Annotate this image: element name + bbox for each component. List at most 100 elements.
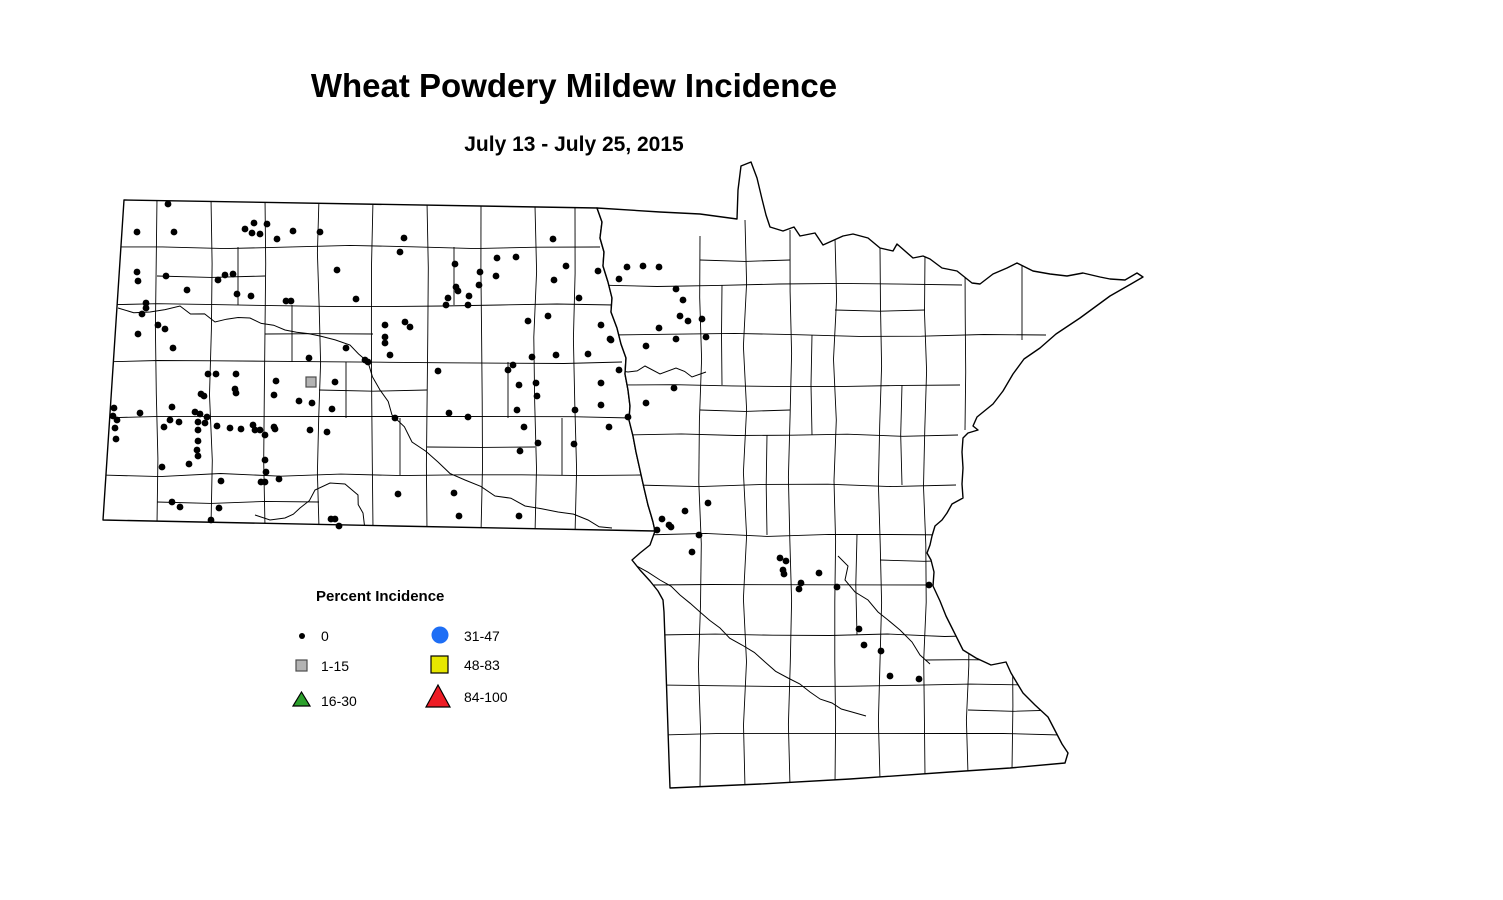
incidence-point-0 — [333, 266, 341, 274]
incidence-point-0 — [203, 413, 211, 421]
incidence-point-0 — [233, 290, 241, 298]
incidence-point-0 — [381, 339, 389, 347]
county-boundary — [617, 384, 961, 388]
incidence-point-0 — [256, 426, 264, 434]
incidence-point-0 — [676, 312, 684, 320]
county-boundary — [964, 255, 967, 431]
circle-icon — [431, 626, 449, 644]
county-boundary — [572, 207, 578, 531]
incidence-point-0 — [263, 220, 271, 228]
county-boundary — [609, 332, 1047, 337]
incidence-point-0 — [450, 489, 458, 497]
county-boundary — [651, 584, 1006, 586]
incidence-point-0 — [331, 515, 339, 523]
incidence-point-0 — [695, 531, 703, 539]
incidence-point-0 — [623, 263, 631, 271]
county-boundary — [660, 683, 1033, 688]
incidence-point-0 — [476, 268, 484, 276]
incidence-point-0 — [194, 452, 202, 460]
incidence-point-0 — [306, 426, 314, 434]
incidence-point-0 — [271, 425, 279, 433]
county-boundary — [721, 284, 723, 386]
incidence-point-0 — [509, 361, 517, 369]
incidence-point-0 — [455, 512, 463, 520]
incidence-point-0 — [272, 377, 280, 385]
incidence-point-0 — [915, 675, 923, 683]
incidence-point-0 — [342, 344, 350, 352]
incidence-point-0 — [795, 585, 803, 593]
incidence-point-0 — [605, 423, 613, 431]
incidence-point-0 — [549, 235, 557, 243]
incidence-point-0 — [170, 228, 178, 236]
incidence-point-0 — [639, 262, 647, 270]
incidence-point-0 — [183, 286, 191, 294]
incidence-point-0 — [451, 260, 459, 268]
incidence-point-0 — [331, 378, 339, 386]
incidence-point-0 — [401, 318, 409, 326]
incidence-point-0 — [194, 437, 202, 445]
incidence-point-0 — [134, 277, 142, 285]
incidence-point-0 — [316, 228, 324, 236]
incidence-point-0 — [665, 521, 673, 529]
county-boundary — [697, 235, 703, 788]
incidence-point-0 — [528, 353, 536, 361]
incidence-point-0 — [215, 504, 223, 512]
incidence-point-0 — [642, 399, 650, 407]
incidence-point-0 — [133, 228, 141, 236]
incidence-point-0 — [138, 310, 146, 318]
county-boundary — [533, 205, 538, 531]
incidence-point-0 — [282, 297, 290, 305]
square-icon — [295, 659, 308, 672]
incidence-point-0 — [658, 515, 666, 523]
incidence-point-0 — [213, 422, 221, 430]
county-boundary — [316, 200, 322, 529]
incidence-point-0 — [295, 397, 303, 405]
incidence-point-0 — [594, 267, 602, 275]
incidence-point-0 — [214, 276, 222, 284]
county-boundary — [923, 254, 928, 777]
legend-item-label: 16-30 — [321, 693, 357, 709]
incidence-point-0 — [698, 315, 706, 323]
incidence-point-0 — [516, 447, 524, 455]
incidence-point-0 — [445, 409, 453, 417]
incidence-point-0 — [364, 358, 372, 366]
incidence-point-0 — [515, 381, 523, 389]
county-boundary — [635, 483, 957, 488]
incidence-point-0 — [193, 446, 201, 454]
incidence-point-0 — [237, 425, 245, 433]
incidence-point-0 — [164, 200, 172, 208]
incidence-point-0 — [308, 399, 316, 407]
county-boundary — [103, 244, 601, 250]
legend-title: Percent Incidence — [316, 588, 444, 605]
incidence-point-0 — [217, 477, 225, 485]
incidence-point-0 — [168, 403, 176, 411]
small-dot-icon — [299, 633, 305, 639]
incidence-point-0 — [513, 406, 521, 414]
county-boundary — [699, 259, 791, 262]
incidence-point-0 — [160, 423, 168, 431]
incidence-point-0 — [624, 413, 632, 421]
incidence-point-0 — [597, 321, 605, 329]
incidence-point-0 — [200, 392, 208, 400]
incidence-point-0 — [162, 272, 170, 280]
county-boundary — [657, 633, 1003, 637]
incidence-point-0 — [207, 516, 215, 524]
incidence-point-0 — [855, 625, 863, 633]
incidence-point-0 — [154, 321, 162, 329]
incidence-point-0 — [515, 512, 523, 520]
page-title: Wheat Powdery Mildew Incidence — [311, 67, 837, 104]
incidence-point-0 — [194, 418, 202, 426]
incidence-point-0 — [381, 321, 389, 329]
legend: Percent Incidence 0 1-15 16-30 31-47 48-… — [291, 588, 508, 709]
incidence-point-0 — [534, 439, 542, 447]
incidence-point-0 — [185, 460, 193, 468]
incidence-point-0 — [261, 431, 269, 439]
incidence-point-0 — [352, 295, 360, 303]
incidence-point-0 — [175, 418, 183, 426]
legend-item-label: 1-15 — [321, 658, 349, 674]
county-boundary — [156, 500, 320, 504]
incidence-point-0 — [679, 296, 687, 304]
county-boundary — [480, 203, 483, 531]
